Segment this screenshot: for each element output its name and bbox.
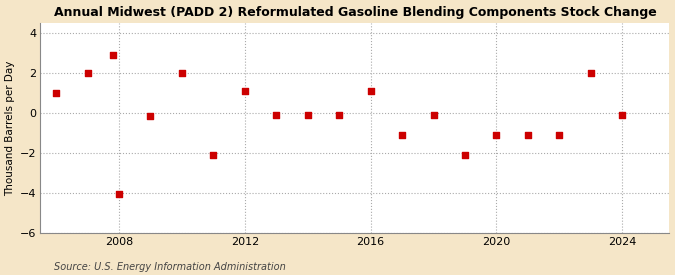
Point [240, 89, 250, 93]
Point [460, 153, 470, 157]
Point [208, 153, 219, 157]
Y-axis label: Thousand Barrels per Day: Thousand Barrels per Day [5, 60, 16, 196]
Point [617, 113, 628, 117]
Point [82, 70, 93, 75]
Point [145, 114, 156, 118]
Point [554, 133, 565, 137]
Point [522, 133, 533, 137]
Point [107, 53, 118, 57]
Point [51, 90, 61, 95]
Point [397, 133, 408, 137]
Point [177, 70, 188, 75]
Point [491, 133, 502, 137]
Point [271, 113, 281, 117]
Point [428, 113, 439, 117]
Point [113, 192, 124, 196]
Title: Annual Midwest (PADD 2) Reformulated Gasoline Blending Components Stock Change: Annual Midwest (PADD 2) Reformulated Gas… [53, 6, 656, 18]
Point [365, 89, 376, 93]
Point [334, 113, 345, 117]
Point [302, 113, 313, 117]
Point [585, 70, 596, 75]
Text: Source: U.S. Energy Information Administration: Source: U.S. Energy Information Administ… [54, 262, 286, 272]
